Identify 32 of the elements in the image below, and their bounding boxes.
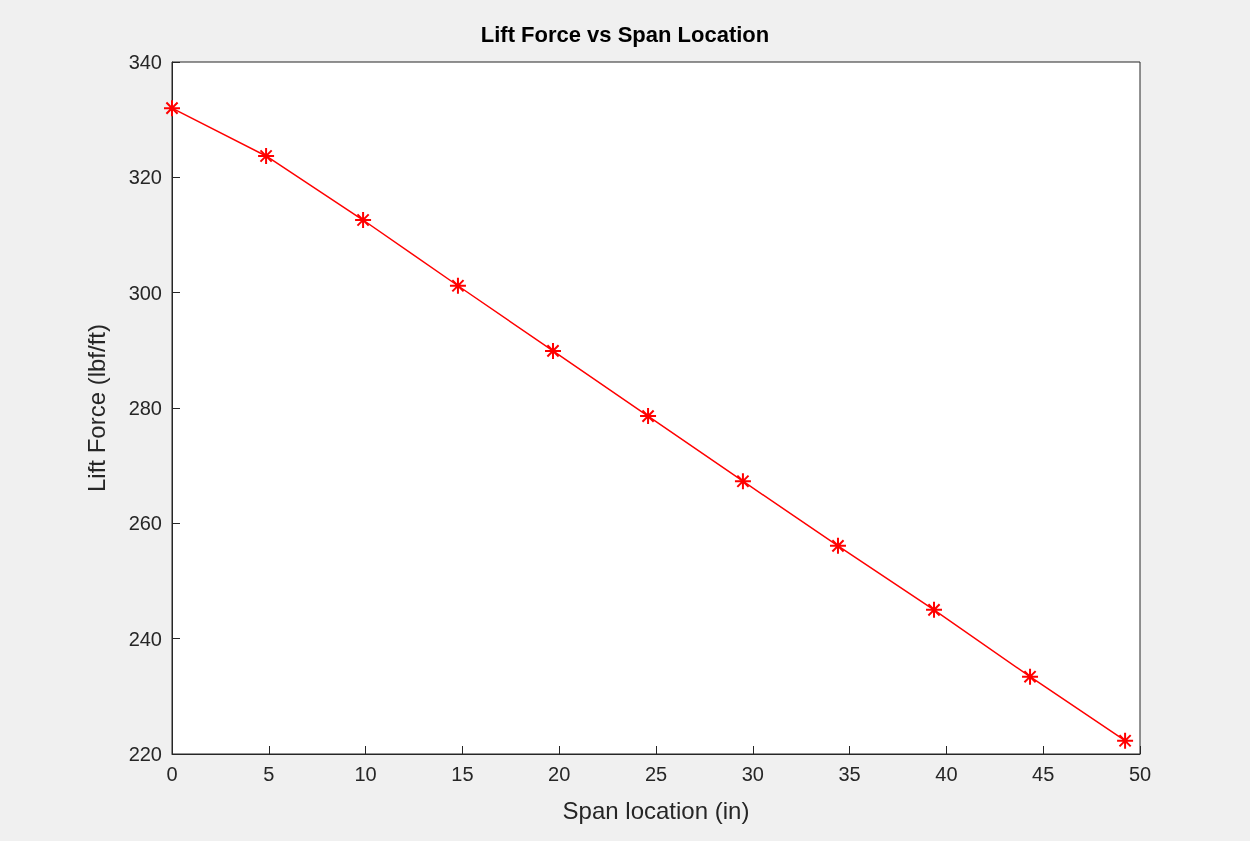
x-tick-label: 25 <box>644 763 668 785</box>
y-tick-label: 320 <box>128 166 162 189</box>
point <box>925 600 944 619</box>
y-tick-label: 300 <box>128 281 162 304</box>
x-axis-title: Span location (in) <box>562 796 750 824</box>
y-tick-label: 220 <box>128 743 162 765</box>
y-axis-title: Lift Force (lbf/ft) <box>82 323 110 493</box>
point <box>1116 731 1135 750</box>
chart-title: Lift Force vs Span Location <box>480 21 770 47</box>
point <box>733 472 752 491</box>
x-tick-label: 10 <box>354 763 377 785</box>
x-tick-label: 30 <box>741 763 764 785</box>
y-tick-label: 340 <box>128 51 162 73</box>
x-tick-label: 45 <box>1032 763 1055 785</box>
point <box>448 276 467 295</box>
y-tick-label: 280 <box>128 397 162 419</box>
y-tick-label: 240 <box>128 627 162 650</box>
x-tick-label: 40 <box>935 763 958 785</box>
x-tick-label: 35 <box>838 763 861 785</box>
x-tick-label: 0 <box>166 763 178 785</box>
point <box>257 147 276 165</box>
x-tick-label: 20 <box>548 763 571 785</box>
y-tick-label: 260 <box>128 512 162 535</box>
x-tick-label: 50 <box>1128 763 1152 785</box>
point <box>828 536 847 555</box>
point <box>1021 667 1040 686</box>
point <box>354 211 373 230</box>
x-tick-label: 15 <box>451 763 474 785</box>
point <box>163 99 181 118</box>
point <box>639 407 658 426</box>
point <box>544 341 562 360</box>
x-tick-label: 5 <box>263 763 275 785</box>
